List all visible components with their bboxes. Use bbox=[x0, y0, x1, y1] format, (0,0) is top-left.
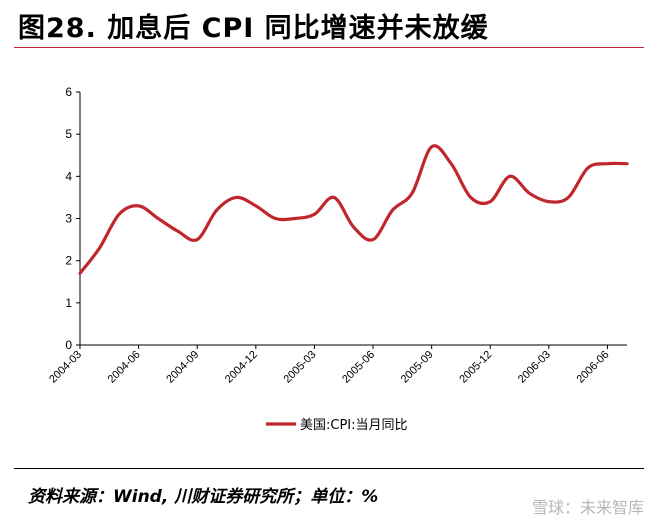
x-tick-label: 2005-06 bbox=[340, 349, 377, 386]
x-tick-label: 2006-03 bbox=[516, 349, 553, 386]
y-tick-label: 4 bbox=[65, 169, 72, 183]
chart-axes bbox=[79, 92, 627, 346]
legend-label: 美国:CPI:当月同比 bbox=[300, 418, 408, 433]
y-tick-label: 3 bbox=[65, 212, 72, 226]
x-tick-label: 2005-03 bbox=[282, 349, 319, 386]
watermark: 雪球：未来智库 bbox=[531, 498, 644, 517]
y-tick-label: 6 bbox=[65, 85, 72, 99]
series-line bbox=[78, 144, 629, 275]
y-tick-label: 1 bbox=[65, 296, 72, 310]
x-tick-label: 2006-06 bbox=[575, 349, 612, 386]
x-tick-label: 2004-09 bbox=[164, 349, 201, 386]
x-tick-label: 2004-03 bbox=[47, 349, 84, 386]
y-tick-label: 2 bbox=[65, 254, 72, 268]
source-note: 资料来源：Wind, 川财证券研究所；单位：% bbox=[28, 487, 379, 507]
x-ticks: 2004-03 2004-06 2004-09 2004-12 2005-03 2005-… bbox=[47, 345, 612, 386]
title-rule bbox=[14, 47, 644, 48]
x-tick-label: 2004-06 bbox=[106, 349, 143, 386]
footer-rule bbox=[14, 468, 644, 469]
chart: 0 1 2 3 4 5 6 2004-03 2004-06 2004-09 2004-12 2005… bbox=[47, 85, 629, 433]
x-tick-label: 2005-09 bbox=[399, 349, 436, 386]
chart-legend: 美国:CPI:当月同比 bbox=[266, 418, 408, 433]
y-tick-label: 0 bbox=[65, 338, 72, 352]
x-tick-label: 2005-12 bbox=[457, 349, 494, 386]
y-ticks: 0 1 2 3 4 5 6 bbox=[65, 85, 80, 352]
x-tick-label: 2004-12 bbox=[223, 349, 260, 386]
y-tick-label: 5 bbox=[65, 127, 72, 141]
page-title: 图28. 加息后 CPI 同比增速并未放缓 bbox=[18, 13, 489, 44]
chart-series bbox=[78, 144, 629, 275]
